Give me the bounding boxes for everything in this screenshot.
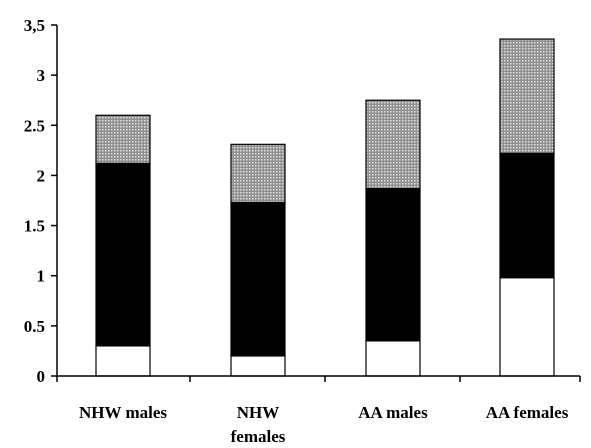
bar-black-segment: [95, 162, 151, 347]
bar-black-segment: [365, 187, 421, 342]
category-label: NHW: [237, 403, 280, 422]
category-label: females: [231, 427, 286, 446]
y-tick-label: 1.5: [24, 217, 45, 236]
bar-white-segment: [230, 355, 286, 377]
y-tick-label: 0: [37, 367, 46, 386]
y-tick-label: 2.5: [24, 116, 45, 135]
bar-gray-segment: [230, 143, 286, 204]
category-label: AA females: [486, 403, 569, 422]
bar-white-segment: [499, 277, 555, 377]
bar-gray-segment: [499, 38, 555, 154]
category-label: NHW males: [79, 403, 167, 422]
bar-gray-segment: [365, 99, 421, 190]
bar-black-segment: [499, 152, 555, 279]
category-label: AA males: [358, 403, 428, 422]
bar-white-segment: [365, 340, 421, 377]
y-tick-label: 3: [37, 66, 46, 85]
y-tick-label: 1: [37, 267, 46, 286]
y-tick-label: 3,5: [24, 16, 45, 35]
y-tick-label: 2: [37, 166, 46, 185]
bar-gray-segment: [95, 114, 151, 164]
bar-black-segment: [230, 201, 286, 357]
bar-white-segment: [95, 345, 151, 377]
y-tick-label: 0.5: [24, 317, 45, 336]
